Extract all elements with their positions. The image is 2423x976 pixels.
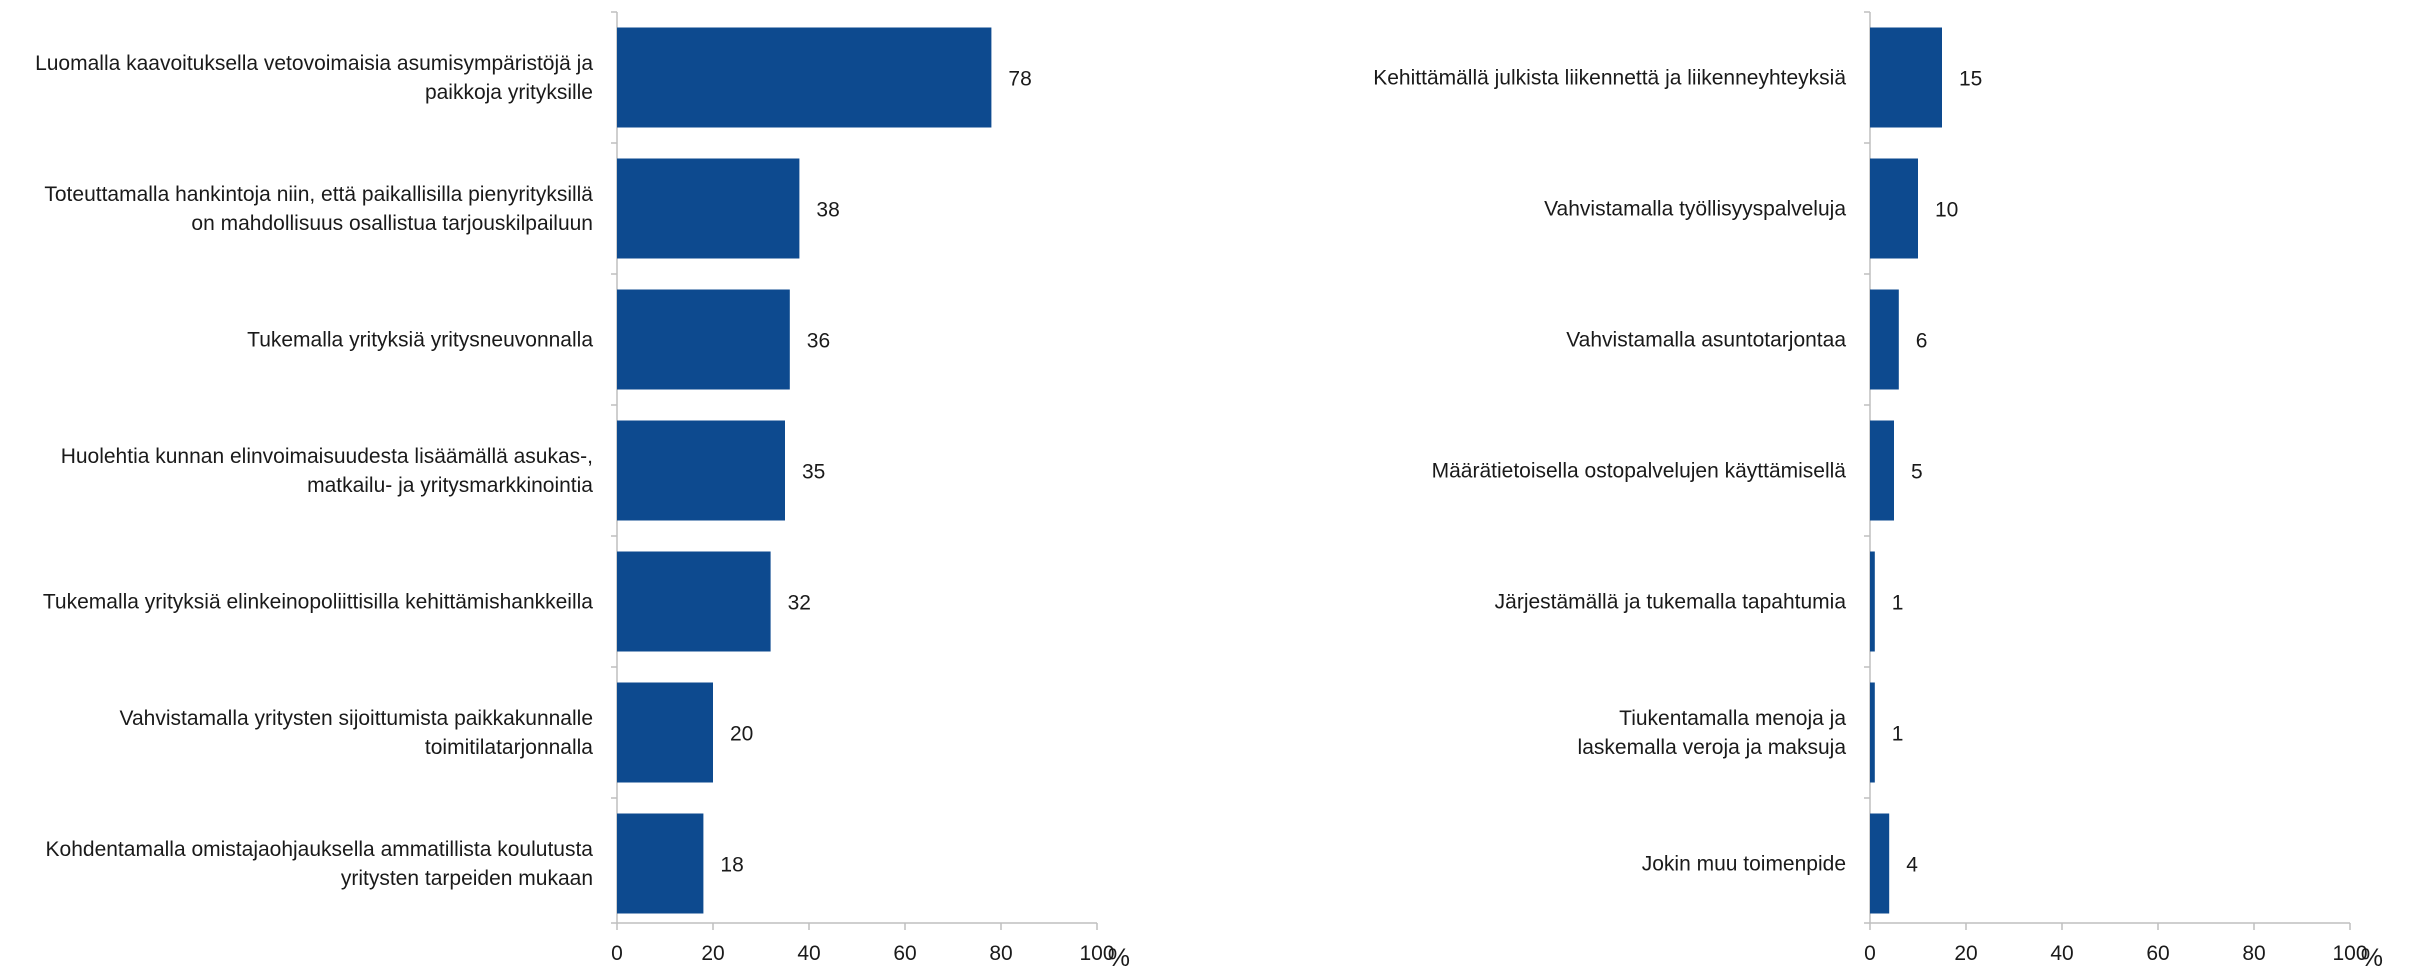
category-label: Vahvistamalla asuntotarjontaa (1566, 329, 1846, 352)
category-label: Luomalla kaavoituksella vetovoimaisia as… (35, 52, 593, 104)
x-tick-label: 80 (989, 942, 1012, 965)
chart-panel-1: 78 Luomalla kaavoituksella vetovoimaisia … (35, 11, 1130, 972)
x-tick-label: 0 (611, 942, 623, 965)
x-tick-label: 40 (2050, 942, 2073, 965)
category-label-line: Vahvistamalla yritysten sijoittumista pa… (120, 707, 593, 730)
x-axis-unit-label: % (2361, 944, 2383, 971)
x-tick-label: 0 (1864, 942, 1876, 965)
category-label-line: Vahvistamalla asuntotarjontaa (1566, 329, 1846, 352)
bar (617, 813, 704, 914)
data-label: 32 (788, 592, 811, 615)
category-label-line: Vahvistamalla työllisyyspalveluja (1544, 198, 1846, 221)
data-label: 10 (1935, 199, 1958, 222)
x-tick-label: 60 (2146, 942, 2169, 965)
x-tick-label: 100 (2332, 942, 2367, 965)
x-tick-label: 20 (701, 942, 724, 965)
data-label: 6 (1916, 330, 1928, 353)
bar (617, 158, 800, 259)
bar (1870, 27, 1942, 128)
x-axis-unit-label: % (1108, 944, 1130, 971)
bar (1870, 158, 1918, 259)
category-label: Jokin muu toimenpide (1642, 853, 1846, 876)
category-label: Vahvistamalla työllisyyspalveluja (1544, 198, 1846, 221)
bar (617, 27, 992, 128)
data-label: 15 (1959, 68, 1982, 91)
category-label: Huolehtia kunnan elinvoimaisuudesta lisä… (61, 445, 594, 497)
category-label-line: Kohdentamalla omistajaohjauksella ammati… (46, 838, 594, 861)
x-tick-label: 100 (1079, 942, 1114, 965)
data-label: 38 (816, 199, 839, 222)
data-label: 35 (802, 461, 825, 484)
bar (1870, 551, 1875, 652)
category-label-line: Tukemalla yrityksiä elinkeinopoliittisil… (43, 591, 593, 614)
x-tick-label: 20 (1954, 942, 1977, 965)
category-label: Tukemalla yrityksiä elinkeinopoliittisil… (43, 591, 593, 614)
category-label-line: laskemalla veroja ja maksuja (1578, 736, 1847, 759)
data-label: 4 (1906, 854, 1918, 877)
category-label-line: Järjestämällä ja tukemalla tapahtumia (1495, 591, 1847, 614)
category-label: Toteuttamalla hankintoja niin, että paik… (44, 183, 593, 235)
data-label: 78 (1008, 68, 1031, 91)
category-label-line: Määrätietoisella ostopalvelujen käyttämi… (1432, 460, 1847, 483)
bar (1870, 420, 1894, 521)
category-label: Järjestämällä ja tukemalla tapahtumia (1495, 591, 1847, 614)
category-label-line: paikkoja yrityksille (425, 81, 593, 104)
data-label: 18 (720, 854, 743, 877)
data-label: 20 (730, 723, 753, 746)
category-label: Vahvistamalla yritysten sijoittumista pa… (120, 707, 594, 759)
x-tick-label: 40 (797, 942, 820, 965)
category-label-line: Luomalla kaavoituksella vetovoimaisia as… (35, 52, 593, 75)
bar (1870, 289, 1899, 390)
bar (617, 551, 771, 652)
data-label: 1 (1892, 592, 1904, 615)
bar (1870, 813, 1890, 914)
bar (617, 420, 785, 521)
bar (617, 289, 790, 390)
category-label-line: Toteuttamalla hankintoja niin, että paik… (44, 183, 593, 206)
category-label-line: Tiukentamalla menoja ja (1619, 707, 1846, 730)
category-label-line: Tukemalla yrityksiä yritysneuvonnalla (247, 329, 593, 352)
category-label: Tukemalla yrityksiä yritysneuvonnalla (247, 329, 593, 352)
category-label: Määrätietoisella ostopalvelujen käyttämi… (1432, 460, 1847, 483)
category-label-line: matkailu- ja yritysmarkkinointia (307, 474, 593, 497)
category-label-line: Huolehtia kunnan elinvoimaisuudesta lisä… (61, 445, 593, 468)
category-label-line: Jokin muu toimenpide (1642, 853, 1846, 876)
category-label: Kehittämällä julkista liikennettä ja lii… (1373, 67, 1846, 90)
category-label-line: Kehittämällä julkista liikennettä ja lii… (1373, 67, 1846, 90)
x-tick-label: 80 (2242, 942, 2265, 965)
data-label: 5 (1911, 461, 1923, 484)
category-label-line: yritysten tarpeiden mukaan (341, 867, 593, 890)
data-label: 1 (1892, 723, 1904, 746)
category-label: Kohdentamalla omistajaohjauksella ammati… (46, 838, 594, 890)
category-label-line: on mahdollisuus osallistua tarjouskilpai… (191, 212, 593, 235)
data-label: 36 (807, 330, 830, 353)
category-label-line: toimitilatarjonnalla (425, 736, 593, 759)
bar (1870, 682, 1875, 783)
x-tick-label: 60 (893, 942, 916, 965)
category-label: Tiukentamalla menoja ja laskemalla veroja… (1578, 707, 1847, 759)
bar (617, 682, 713, 783)
